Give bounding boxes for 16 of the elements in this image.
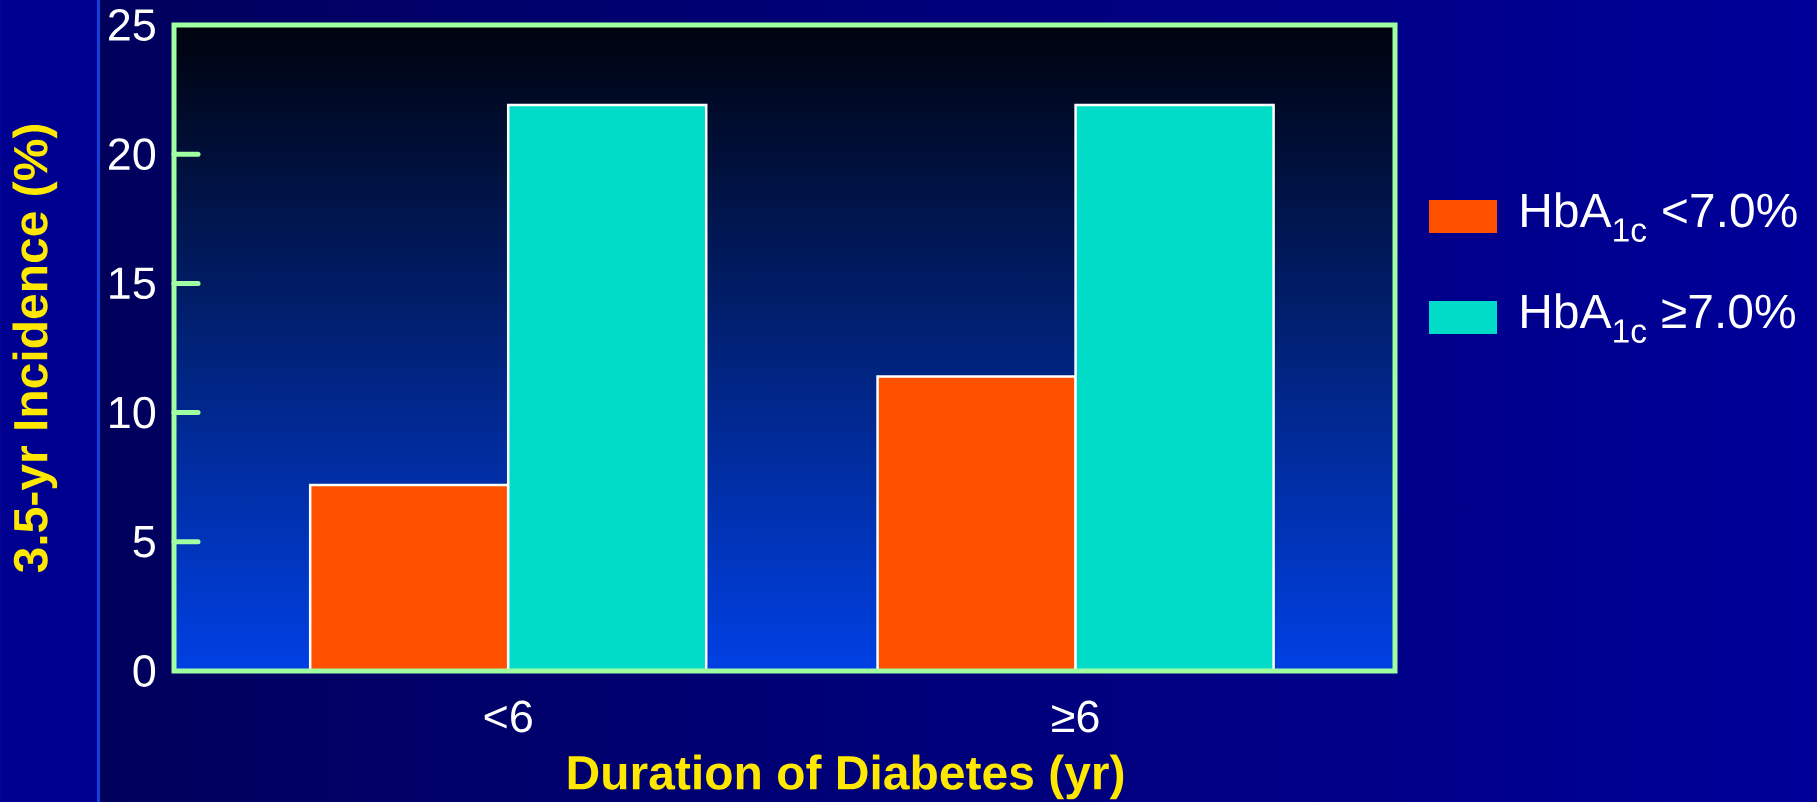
- y-tick-label: 10: [110, 396, 156, 429]
- bar: [876, 375, 1077, 671]
- bar: [1074, 103, 1275, 671]
- x-tick-label: <6: [484, 700, 532, 733]
- y-axis-title: 3.5-yr Incidence (%): [12, 125, 58, 573]
- legend-label: HbA$_{1c}$ ≥7.0%: [1522, 293, 1795, 343]
- y-tick-label: 15: [110, 267, 155, 300]
- y-tick-label: 20: [109, 138, 156, 171]
- y-tick-label: 0: [133, 655, 156, 687]
- legend-label: HbA$_{1c}$ <7.0%: [1522, 192, 1797, 242]
- x-tick-label: ≥6: [1052, 700, 1099, 733]
- y-tick-label: 5: [133, 526, 155, 558]
- bar: [308, 483, 510, 671]
- bar: [506, 103, 708, 671]
- y-tick-label: 25: [109, 9, 155, 41]
- x-axis-title: Duration of Diabetes (yr): [568, 754, 1124, 800]
